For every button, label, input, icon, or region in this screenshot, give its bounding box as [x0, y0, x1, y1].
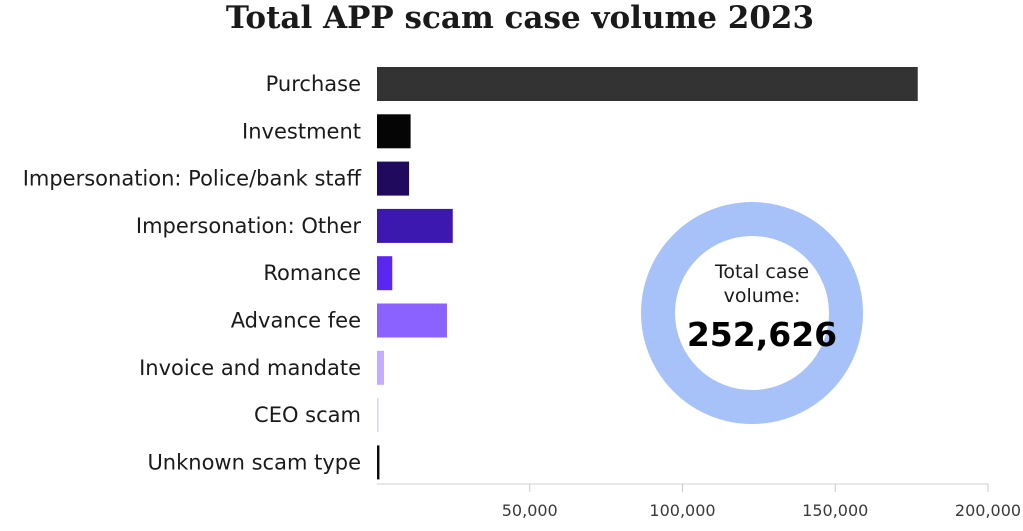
- category-label: Impersonation: Police/bank staff: [23, 167, 362, 191]
- bar-impersonation-other: [377, 208, 453, 243]
- category-label: Romance: [263, 261, 361, 285]
- x-tick-group: 50,000 100,000 150,000 200,000: [502, 484, 1021, 520]
- category-label: Investment: [242, 119, 361, 143]
- x-tick-label: 150,000: [802, 501, 868, 520]
- bar-group: [377, 67, 918, 480]
- bar-ceo-scam: [377, 398, 379, 433]
- bar-advance-fee: [377, 303, 447, 338]
- x-tick-label: 200,000: [955, 501, 1021, 520]
- category-label-group: Purchase Investment Impersonation: Police/…: [23, 72, 362, 474]
- bar-impersonation-police-bank-staff: [377, 161, 410, 196]
- chart-title: Total APP scam case volume 2023: [226, 0, 814, 36]
- category-label: Impersonation: Other: [136, 214, 361, 238]
- donut-label-line1: Total case: [714, 261, 809, 283]
- donut-total-value: 252,626: [687, 315, 837, 354]
- category-label: Purchase: [266, 72, 361, 96]
- category-label: Advance fee: [231, 309, 361, 333]
- category-label: Unknown scam type: [147, 450, 361, 474]
- category-label: Invoice and mandate: [139, 356, 361, 380]
- total-volume-donut: Total case volume: 252,626: [641, 202, 863, 424]
- bar-unknown-scam-type: [377, 445, 380, 480]
- x-tick-label: 50,000: [502, 501, 558, 520]
- bar-investment: [377, 114, 411, 149]
- x-tick-label: 100,000: [649, 501, 715, 520]
- donut-label-line2: volume:: [724, 285, 801, 307]
- donut-ring: [641, 202, 863, 424]
- bar-purchase: [377, 67, 918, 101]
- category-label: CEO scam: [254, 403, 361, 427]
- bar-romance: [377, 256, 393, 291]
- bar-invoice-and-mandate: [377, 350, 385, 385]
